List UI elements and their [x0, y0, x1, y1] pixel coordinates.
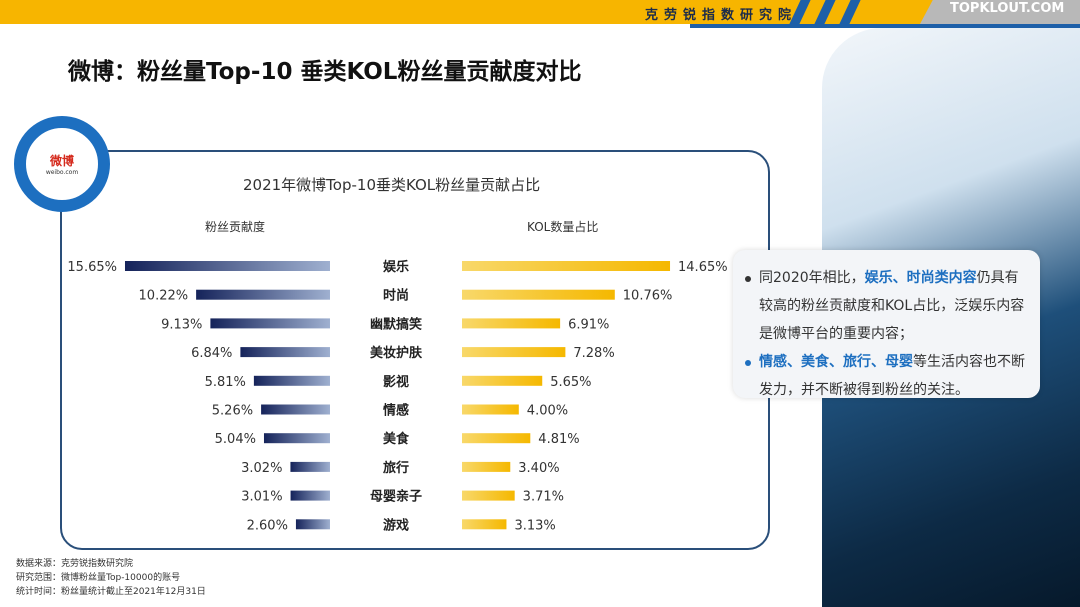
- category-label: 美妆护肤: [370, 345, 423, 361]
- logo-name: 微博: [49, 154, 74, 168]
- text: 仍具有较高的粉丝贡献度和KOL占比，泛娱乐内容是微博平台的重要内容；: [759, 270, 1025, 342]
- bar-right: [462, 375, 543, 386]
- category-label: 娱乐: [383, 259, 409, 275]
- bar-label-right: 4.00%: [527, 404, 568, 419]
- bar-left: [253, 375, 330, 386]
- divider: [690, 24, 1080, 28]
- bar-right: [462, 289, 615, 300]
- highlight: 娱乐、时尚类内容: [864, 270, 977, 286]
- logo-sub: weibo.com: [45, 169, 79, 176]
- bar-label-right: 6.91%: [568, 317, 609, 332]
- note-point-1: 同2020年相比，娱乐、时尚类内容仍具有较高的粉丝贡献度和KOL占比，泛娱乐内容…: [745, 264, 1030, 348]
- source-note: 数据来源：克劳锐指数研究院: [16, 559, 134, 569]
- bar-left: [210, 318, 330, 329]
- note-point-2: 情感、美食、旅行、母婴等生活内容也不断发力，并不断被得到粉丝的关注。: [745, 348, 1030, 404]
- bar-label-right: 4.81%: [538, 432, 579, 447]
- bar-right: [462, 404, 519, 415]
- category-label: 影视: [383, 374, 409, 390]
- bar-right: [462, 318, 561, 329]
- bar-left: [240, 347, 330, 358]
- category-label: 母婴亲子: [370, 489, 422, 505]
- bar-label-left: 5.81%: [205, 375, 246, 390]
- bar-right: [462, 347, 566, 358]
- bar-label-left: 3.01%: [241, 490, 282, 505]
- text: 等生活内容也不断发力，并不断被得到粉丝的关注。: [759, 354, 1025, 398]
- bar-label-left: 2.60%: [247, 518, 288, 533]
- highlight: 情感、美食、旅行、母婴: [759, 354, 913, 370]
- scope-note: 研究范围：微博粉丝量Top-10000的账号: [16, 573, 181, 583]
- bar-label-left: 9.13%: [161, 317, 202, 332]
- category-label: 游戏: [383, 517, 409, 533]
- bar-left: [295, 519, 330, 530]
- legend-left: 粉丝贡献度: [205, 220, 266, 234]
- footer-notes: 数据来源：克劳锐指数研究院 研究范围：微博粉丝量Top-10000的账号 统计时…: [16, 557, 206, 599]
- bar-left: [290, 461, 330, 472]
- time-note: 统计时间：粉丝量统计截止至2021年12月31日: [16, 587, 206, 597]
- bar-right: [462, 433, 531, 444]
- top-bar: 克劳锐指数研究院: [0, 0, 1080, 24]
- bar-label-right: 3.71%: [523, 490, 564, 505]
- bar-label-right: 7.28%: [573, 346, 614, 361]
- bar-label-right: 3.40%: [518, 461, 559, 476]
- category-label: 美食: [383, 431, 410, 447]
- category-label: 旅行: [383, 460, 409, 476]
- bar-label-left: 6.84%: [191, 346, 232, 361]
- bar-label-left: 5.04%: [215, 432, 256, 447]
- brand-logo: TOPKLOUT.COM: [950, 1, 1065, 16]
- bar-left: [263, 433, 330, 444]
- category-label: 情感: [383, 403, 409, 419]
- org-name: 克劳锐指数研究院: [645, 8, 798, 23]
- chart-title: 2021年微博Top-10垂类KOL粉丝量贡献占比: [243, 176, 541, 194]
- bar-label-left: 10.22%: [139, 289, 189, 304]
- bar-label-right: 14.65%: [678, 260, 728, 275]
- bar-left: [261, 404, 330, 415]
- bar-left: [124, 261, 330, 271]
- bar-label-left: 15.65%: [67, 260, 117, 275]
- text: 同2020年相比，: [759, 270, 865, 286]
- bar-right: [462, 461, 511, 472]
- bar-label-right: 10.76%: [623, 289, 673, 304]
- bar-label-right: 3.13%: [514, 518, 555, 533]
- bar-label-right: 5.65%: [550, 375, 591, 390]
- brand-box: [920, 0, 1080, 24]
- legend-right: KOL数量占比: [527, 220, 599, 234]
- category-label: 幽默搞笑: [370, 316, 422, 332]
- bar-right: [462, 490, 515, 501]
- insight-note: 同2020年相比，娱乐、时尚类内容仍具有较高的粉丝贡献度和KOL占比，泛娱乐内容…: [733, 250, 1040, 398]
- bar-label-left: 5.26%: [212, 404, 253, 419]
- bar-label-left: 3.02%: [241, 461, 282, 476]
- bar-left: [290, 490, 330, 501]
- chart-card: [60, 150, 770, 550]
- bar-left: [196, 289, 330, 300]
- category-label: 时尚: [383, 288, 409, 304]
- bar-right: [462, 519, 507, 530]
- page-title: 微博：粉丝量Top-10 垂类KOL粉丝量贡献度对比: [68, 59, 582, 85]
- bar-right: [462, 261, 671, 271]
